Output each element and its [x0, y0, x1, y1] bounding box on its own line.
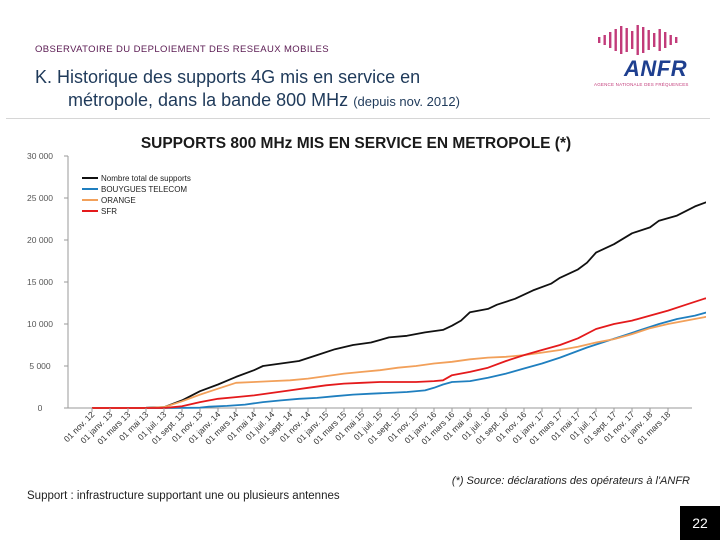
legend-label: ORANGE: [101, 196, 136, 205]
source-note: (*) Source: déclarations des opérateurs …: [451, 475, 690, 487]
anfr-logo: ANFR AGENCE NATIONALE DES FRÉQUENCES: [588, 20, 700, 94]
support-definition: Support : infrastructure supportant une …: [27, 490, 340, 502]
title-suffix: (depuis nov. 2012): [353, 94, 460, 109]
series-line: [92, 315, 706, 409]
series-line: [92, 201, 706, 409]
y-tick-label: 25 000: [27, 193, 53, 203]
logo-wave-bar: [598, 37, 601, 43]
logo-wave-bar: [669, 35, 672, 45]
logo-tagline: AGENCE NATIONALE DES FRÉQUENCES: [594, 82, 689, 87]
logo-wave-bar: [664, 32, 667, 48]
y-tick-label: 20 000: [27, 235, 53, 245]
header-kicker: OBSERVATOIRE DU DEPLOIEMENT DES RESEAUX …: [35, 44, 330, 55]
title-line-2: métropole, dans la bande 800 MHz: [68, 90, 349, 110]
series-line: [92, 311, 706, 409]
legend-label: BOUYGUES TELECOM: [101, 185, 187, 194]
title-line-2-wrap: métropole, dans la bande 800 MHz (depuis…: [35, 89, 575, 113]
logo-wordmark: ANFR: [624, 56, 688, 81]
page-title: K. Historique des supports 4G mis en ser…: [35, 66, 575, 113]
legend-label: Nombre total de supports: [101, 174, 191, 183]
y-tick-label: 0: [38, 403, 43, 413]
legend-label: SFR: [101, 207, 117, 216]
logo-wave-bar: [653, 33, 656, 47]
logo-wave-bar: [636, 25, 639, 55]
logo-wave-bar: [614, 29, 617, 51]
title-line-1: K. Historique des supports 4G mis en ser…: [35, 67, 421, 87]
logo-wave-bar: [625, 28, 628, 52]
page-number: 22: [680, 506, 720, 540]
header-divider: [6, 118, 710, 119]
y-tick-label: 30 000: [27, 151, 53, 161]
y-tick-label: 10 000: [27, 319, 53, 329]
chart-title: SUPPORTS 800 MHz MIS EN SERVICE EN METRO…: [141, 135, 571, 152]
logo-wave-bar: [609, 32, 612, 48]
logo-wave-bar: [642, 27, 645, 53]
y-tick-label: 15 000: [27, 277, 53, 287]
logo-wave-bar: [620, 26, 623, 54]
logo-wave-bar: [603, 35, 606, 45]
logo-wave-icon: [598, 25, 678, 55]
line-chart: SUPPORTS 800 MHz MIS EN SERVICE EN METRO…: [27, 135, 706, 446]
logo-wave-bar: [631, 31, 634, 49]
y-tick-label: 5 000: [29, 361, 51, 371]
logo-wave-bar: [675, 37, 678, 43]
logo-wave-bar: [658, 29, 661, 51]
series-line: [92, 297, 706, 409]
logo-wave-bar: [647, 30, 650, 50]
